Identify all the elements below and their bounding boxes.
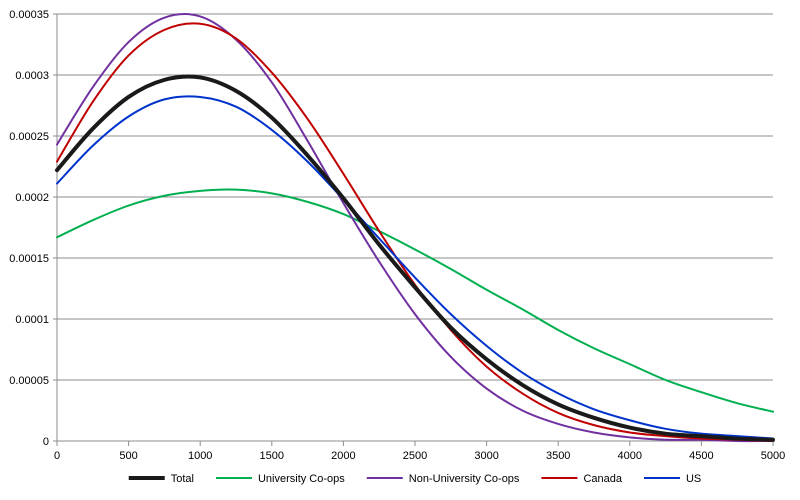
x-tick-label: 4000 <box>618 450 642 462</box>
x-tick-label: 4500 <box>689 450 713 462</box>
series-line-canada <box>56 22 774 442</box>
y-tick-label: 0.0003 <box>15 70 49 82</box>
y-tick-label: 0.00005 <box>9 375 49 387</box>
y-tick-label: 0.00035 <box>9 9 49 21</box>
x-tick-label: 3500 <box>546 450 570 462</box>
legend-label: Canada <box>583 473 622 485</box>
y-tick-label: 0.00025 <box>9 131 49 143</box>
x-tick-label: 2000 <box>331 450 355 462</box>
x-tick-label: 3000 <box>474 450 498 462</box>
legend-item-us: US <box>643 473 701 485</box>
series-line-total <box>55 74 775 442</box>
legend-label: Total <box>171 473 194 485</box>
y-tick-label: 0 <box>43 436 49 448</box>
series-line-non-university-co-ops <box>56 13 774 443</box>
series-line-us <box>56 95 774 440</box>
legend: Total University Co-ops Non-University Co-… <box>128 473 701 485</box>
legend-item-canada: Canada <box>541 473 623 485</box>
y-tick-label: 0.00015 <box>9 253 49 265</box>
y-axis-ticks: 0 0.00005 0.0001 0.00015 0.0002 0.00025 0.0003… <box>9 9 57 448</box>
gridlines <box>57 13 773 381</box>
legend-item-university-co-ops: University Co-ops <box>215 473 345 485</box>
legend-label: University Co-ops <box>258 473 345 485</box>
x-tick-label: 5000 <box>761 450 785 462</box>
x-axis-ticks: 0 500 1000 1500 2000 2500 3000 3500 4000 4500 5000 <box>54 441 785 462</box>
y-tick-label: 0.0001 <box>15 314 49 326</box>
x-tick-label: 1000 <box>188 450 212 462</box>
x-tick-label: 500 <box>119 450 137 462</box>
legend-label: Non-University Co-ops <box>409 473 520 485</box>
x-tick-label: 0 <box>54 450 60 462</box>
series-lines <box>55 13 775 443</box>
y-tick-label: 0.0002 <box>15 192 49 204</box>
x-tick-label: 1500 <box>260 450 284 462</box>
legend-item-non-university-co-ops: Non-University Co-ops <box>366 473 520 485</box>
legend-item-total: Total <box>128 473 194 485</box>
x-tick-label: 2500 <box>403 450 427 462</box>
series-line-university-co-ops <box>56 188 774 413</box>
legend-label: US <box>686 473 701 485</box>
